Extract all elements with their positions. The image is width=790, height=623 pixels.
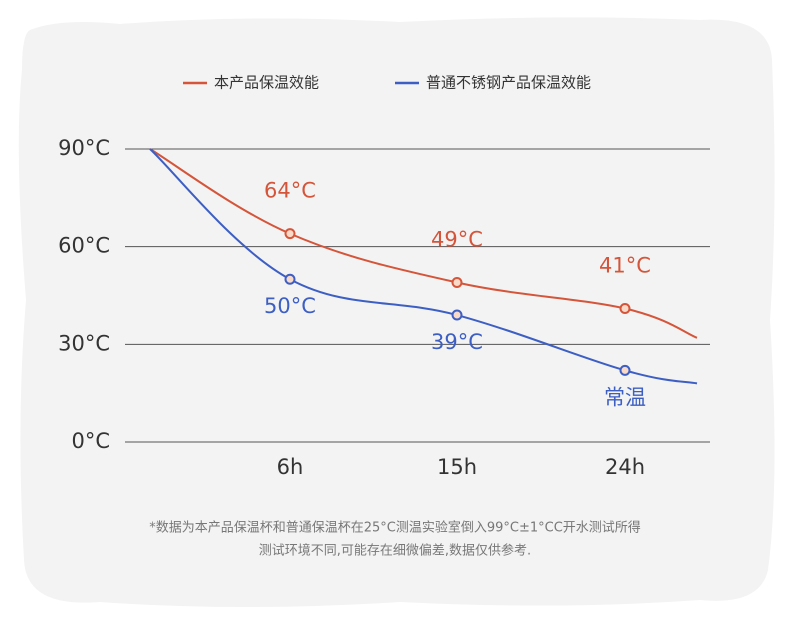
y-tick-label: 30°C xyxy=(58,331,110,355)
legend-label: 普通不锈钢产品保温效能 xyxy=(426,74,591,92)
legend: 本产品保温效能 普通不锈钢产品保温效能 xyxy=(183,74,591,92)
data-point xyxy=(619,364,631,376)
x-tick-label: 6h xyxy=(277,455,304,479)
footnote: 测试环境不同,可能存在细微偏差,数据仅供参考. xyxy=(259,543,531,559)
y-tick-label: 0°C xyxy=(71,429,110,453)
legend-label: 本产品保温效能 xyxy=(214,74,319,92)
data-point xyxy=(619,303,631,315)
data-point xyxy=(451,309,463,321)
data-label: 41°C xyxy=(599,254,651,278)
data-point xyxy=(284,228,296,240)
background xyxy=(18,17,775,607)
data-label: 64°C xyxy=(264,179,316,203)
y-tick-label: 90°C xyxy=(58,136,110,160)
data-point xyxy=(451,276,463,288)
x-tick-label: 24h xyxy=(605,455,645,479)
data-point xyxy=(284,273,296,285)
data-label: 49°C xyxy=(431,227,483,251)
data-label: 50°C xyxy=(264,294,316,318)
data-label: 39°C xyxy=(431,330,483,354)
x-tick-label: 15h xyxy=(437,455,477,479)
footnote: *数据为本产品保温杯和普通保温杯在25°C测温实验室倒入99°C±1°CC开水测… xyxy=(149,520,641,536)
y-tick-label: 60°C xyxy=(58,234,110,258)
data-label: 常温 xyxy=(604,385,646,409)
